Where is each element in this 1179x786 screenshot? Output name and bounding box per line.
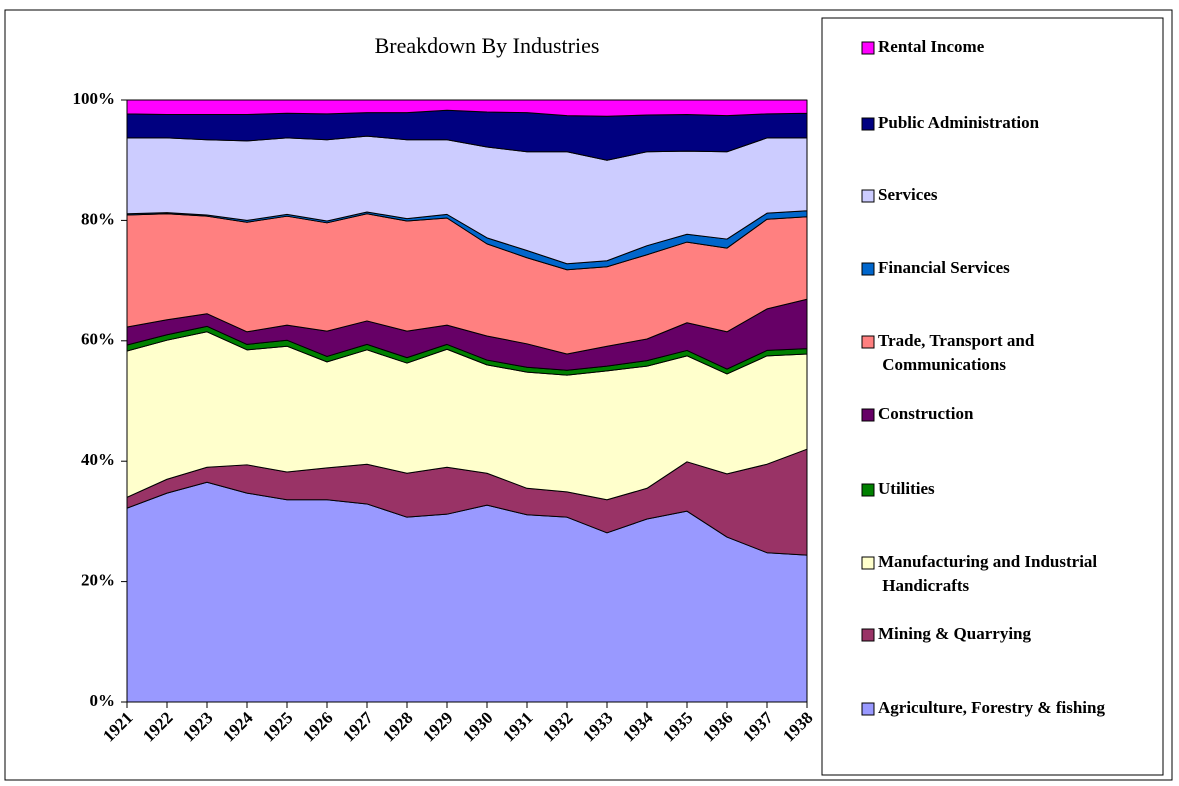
y-tick-label: 40% [81,450,115,469]
y-tick-label: 0% [90,691,116,710]
legend-label: Construction [878,404,974,423]
legend-label: Trade, Transport and Communications [878,331,1035,374]
legend-label: Manufacturing and Industrial Handicrafts [878,552,1097,595]
y-tick-label: 20% [81,571,115,590]
legend-label: Rental Income [878,37,985,56]
legend-label: Financial Services [878,258,1010,277]
legend-swatch [861,483,875,497]
legend-label: Mining & Quarrying [878,624,1032,643]
legend-swatch [861,117,875,131]
legend-swatch [861,41,875,55]
legend-swatch [861,408,875,422]
legend-frame [821,17,1164,776]
legend-swatch [861,702,875,716]
legend-label: Agriculture, Forestry & fishing [878,698,1105,717]
legend-swatch [861,556,875,570]
chart-title: Breakdown By Industries [375,33,600,58]
legend-swatch [861,335,875,349]
legend-swatch [861,189,875,203]
legend-label: Utilities [878,479,935,498]
legend-swatch [861,628,875,642]
y-tick-label: 80% [81,209,115,228]
legend-label: Public Administration [878,113,1040,132]
legend-label: Services [878,185,938,204]
legend-swatch [861,262,875,276]
y-tick-label: 60% [81,330,115,349]
y-tick-label: 100% [73,89,116,108]
area [126,99,808,117]
